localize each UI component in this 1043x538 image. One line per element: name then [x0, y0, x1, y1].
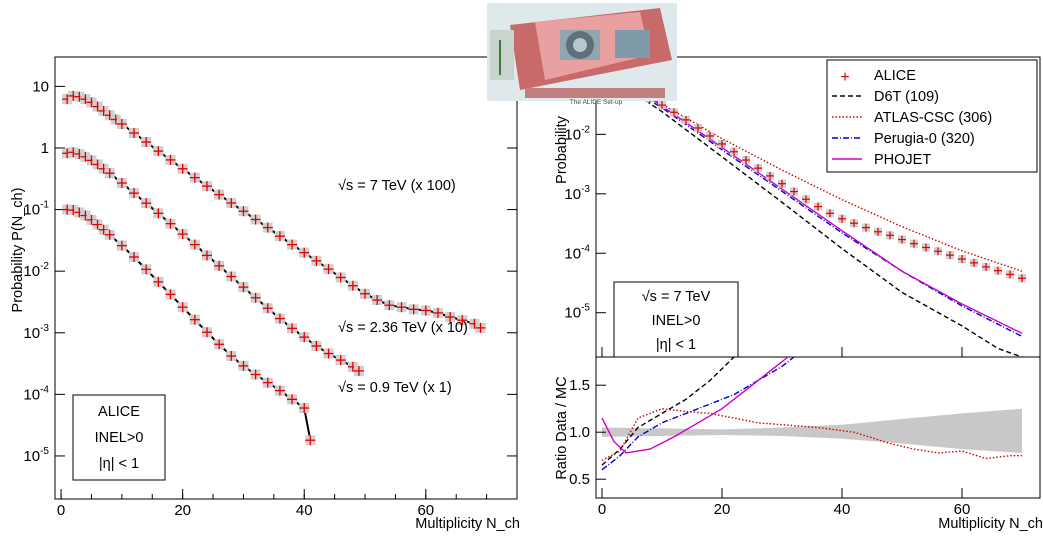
right-xlabel: Multiplicity N_ch — [938, 516, 1043, 532]
mc-curve — [625, 85, 1023, 338]
right-xtick-label: 0 — [598, 501, 606, 518]
right-xtick-label: 40 — [834, 501, 851, 518]
right-xtick-label: 20 — [714, 501, 731, 518]
right-bottom-frame — [595, 356, 1041, 499]
left-ytick-label: 10-3 — [23, 323, 49, 342]
ratio-uncertainty-band — [602, 408, 1022, 453]
ratio-ytick-label: 1.0 — [569, 424, 590, 441]
left-info-box — [72, 394, 166, 481]
right-chart: 0 20 40 60 10-5 10-4 10-3 10-2 0.5 1.0 1.5 + ALICE… — [554, 56, 1043, 532]
ratio-ytick-label: 1.5 — [569, 377, 590, 394]
legend: + ALICE D6T (109) ATLAS-CSC (306) Perugi… — [832, 68, 992, 168]
left-xtick-label: 20 — [174, 502, 191, 519]
mc-curve — [625, 86, 1023, 358]
left-xtick-label: 0 — [57, 502, 65, 519]
left-ytick-label: 10-2 — [23, 261, 49, 280]
right-xtick-label: 60 — [954, 501, 971, 518]
right-info-line2: INEL>0 — [652, 313, 701, 329]
annotation-09tev: √s = 0.9 TeV (x 1) — [338, 380, 452, 396]
legend-label-perugia: Perugia-0 (320) — [874, 131, 975, 147]
left-plot-frame — [54, 56, 518, 500]
left-xtick-label: 40 — [296, 502, 313, 519]
ratio-ytick-label: 0.5 — [569, 471, 590, 488]
left-ytick-label: 10-1 — [23, 200, 49, 219]
legend-label-phojet: PHOJET — [874, 152, 931, 168]
legend-box — [826, 59, 1038, 173]
right-ylabel-bottom: Ratio Data / MC — [554, 376, 570, 479]
left-ylabel: Probability P(N_ch) — [10, 188, 26, 313]
legend-label-alice: ALICE — [874, 68, 916, 84]
right-info-line3: |η| < 1 — [656, 337, 696, 353]
left-ytick-label: 10-4 — [23, 384, 49, 403]
right-ytick-label: 10-4 — [564, 243, 590, 262]
right-ytick-label: 10-2 — [564, 124, 590, 143]
left-info-line1: ALICE — [98, 404, 140, 420]
left-chart: 0 20 40 60 10-5 10-4 10-3 10-2 10-1 1 10 √s = 7 Te… — [10, 56, 520, 532]
ratio-curve — [601, 356, 795, 471]
annotation-236tev: √s = 2.36 TeV (x 10) — [338, 320, 468, 336]
right-ytick-label: 10-3 — [564, 184, 590, 203]
left-info-line2: INEL>0 — [95, 430, 144, 446]
left-ytick-label: 10-5 — [23, 446, 49, 465]
right-ylabel-top: Probability — [554, 115, 570, 183]
left-ytick-label: 10 — [32, 78, 49, 95]
left-xtick-label: 60 — [417, 502, 434, 519]
legend-label-d6t: D6T (109) — [874, 89, 939, 105]
ratio-curve — [601, 356, 789, 454]
alice-detector-logo: The ALICE Set-up — [487, 3, 677, 106]
ratio-curve — [601, 356, 735, 466]
logo-caption: The ALICE Set-up — [570, 99, 623, 106]
right-info-line1: √s = 7 TeV — [642, 289, 711, 305]
ratio-curve — [601, 407, 1022, 462]
left-info-line3: |η| < 1 — [99, 456, 139, 472]
left-ytick-label: 1 — [41, 140, 49, 157]
right-info-box — [613, 281, 739, 358]
right-ytick-label: 10-5 — [564, 303, 590, 322]
legend-label-atlas: ATLAS-CSC (306) — [874, 110, 992, 126]
annotation-7tev: √s = 7 TeV (x 100) — [338, 178, 456, 194]
left-xlabel: Multiplicity N_ch — [415, 516, 520, 532]
legend-marker-alice: + — [840, 69, 849, 86]
